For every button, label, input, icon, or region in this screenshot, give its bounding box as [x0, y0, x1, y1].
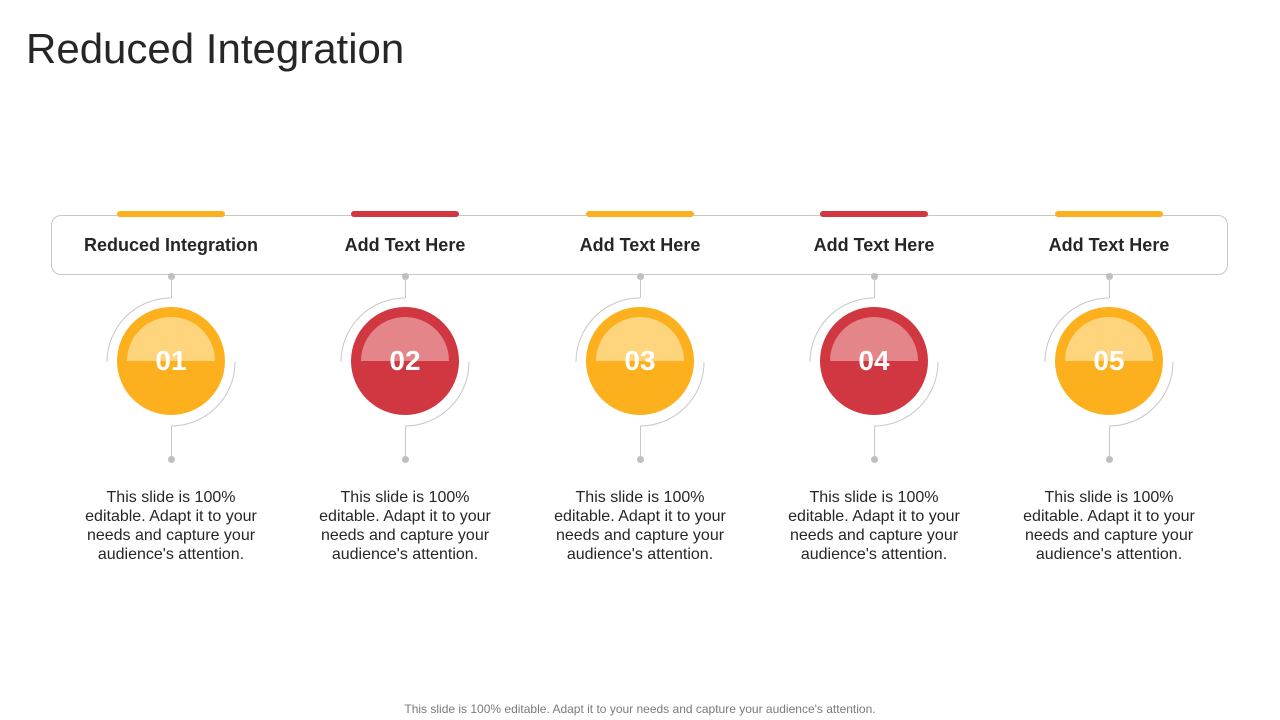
number-circle: 04 — [820, 307, 928, 415]
ring-arc — [575, 297, 705, 427]
step-number: 01 — [155, 345, 187, 376]
connector-line — [171, 277, 172, 298]
circle-highlight — [361, 317, 449, 361]
step-number: 03 — [624, 345, 656, 376]
circle-highlight — [1065, 317, 1153, 361]
ring-arc — [106, 297, 236, 427]
connector-line — [1109, 277, 1110, 298]
connector-line — [874, 426, 875, 458]
step-number: 02 — [389, 345, 421, 376]
connector-dot — [1105, 456, 1113, 463]
connector-line — [171, 426, 172, 458]
step-description: This slide is 100% editable. Adapt it to… — [319, 489, 491, 563]
connector-dot — [636, 456, 644, 463]
slide-title: Reduced Integration — [26, 25, 405, 72]
circle-highlight — [127, 317, 215, 361]
number-circle: 02 — [351, 307, 459, 415]
number-circle: 05 — [1055, 307, 1163, 415]
number-circle: 03 — [586, 307, 694, 415]
step-description: This slide is 100% editable. Adapt it to… — [85, 489, 257, 563]
connector-dot — [870, 456, 878, 463]
step-number: 04 — [858, 345, 890, 376]
connector-line — [640, 426, 641, 458]
connector-line — [640, 277, 641, 298]
circle-highlight — [830, 317, 918, 361]
circle-highlight — [596, 317, 684, 361]
footer-note: This slide is 100% editable. Adapt it to… — [404, 702, 876, 716]
headings-frame — [51, 215, 1228, 275]
connector-line — [874, 277, 875, 298]
step-number: 05 — [1093, 345, 1125, 376]
ring-arc — [340, 297, 470, 427]
step-description: This slide is 100% editable. Adapt it to… — [788, 489, 960, 563]
connector-line — [405, 277, 406, 298]
connector-dot — [167, 456, 175, 463]
step-description: This slide is 100% editable. Adapt it to… — [554, 489, 726, 563]
number-circle: 01 — [117, 307, 225, 415]
connector-line — [405, 426, 406, 458]
ring-arc — [809, 297, 939, 427]
ring-arc — [1044, 297, 1174, 427]
connector-dot — [401, 456, 409, 463]
step-description: This slide is 100% editable. Adapt it to… — [1023, 489, 1195, 563]
connector-line — [1109, 426, 1110, 458]
